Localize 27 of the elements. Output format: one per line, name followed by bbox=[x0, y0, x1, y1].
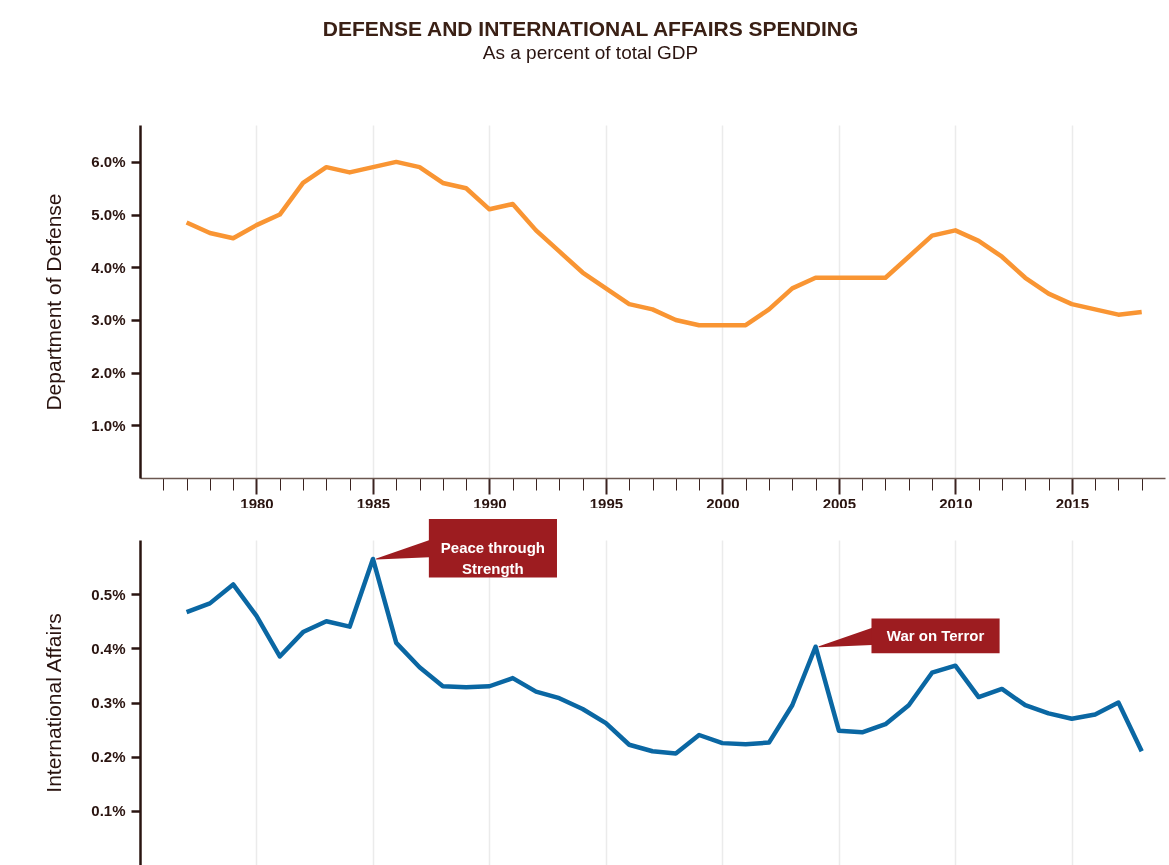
x-tick-label: 2005 bbox=[822, 494, 857, 512]
y-tick-label: 3.0% bbox=[91, 311, 126, 329]
line-series bbox=[184, 159, 1144, 328]
y-tick-label: 5.0% bbox=[91, 206, 126, 224]
x-tick-label: 1990 bbox=[473, 494, 507, 512]
y-tick-label: 0.1% bbox=[91, 802, 126, 820]
y-tick-label: 4.0% bbox=[91, 258, 126, 276]
y-axis-title: Department of Defense bbox=[42, 193, 66, 411]
annotation: Peace through Strength bbox=[440, 539, 546, 578]
x-tick-label: 2000 bbox=[706, 494, 740, 512]
chart-subtitle: As a percent of total GDP bbox=[482, 42, 699, 63]
x-tick-label: 1985 bbox=[356, 494, 391, 512]
y-tick-label: 0.4% bbox=[91, 639, 126, 657]
y-axis-title: International Affairs bbox=[42, 613, 66, 793]
y-tick-label: 6.0% bbox=[91, 153, 126, 171]
y-tick-label: 2.0% bbox=[91, 364, 126, 382]
annotation: War on Terror bbox=[886, 626, 985, 644]
y-tick-label: 1.0% bbox=[91, 416, 126, 434]
y-tick-label: 0.3% bbox=[91, 694, 126, 711]
line-series bbox=[184, 556, 1144, 756]
x-tick-label: 2010 bbox=[939, 494, 973, 512]
x-tick-label: 1980 bbox=[240, 494, 274, 512]
x-tick-label: 1995 bbox=[589, 494, 624, 512]
y-tick-label: 0.2% bbox=[91, 748, 126, 766]
y-tick-label: 0.5% bbox=[91, 585, 126, 603]
chart-title: DEFENSE AND INTERNATIONAL AFFAIRS SPENDING bbox=[322, 17, 859, 40]
x-tick-label: 2015 bbox=[1055, 494, 1090, 512]
